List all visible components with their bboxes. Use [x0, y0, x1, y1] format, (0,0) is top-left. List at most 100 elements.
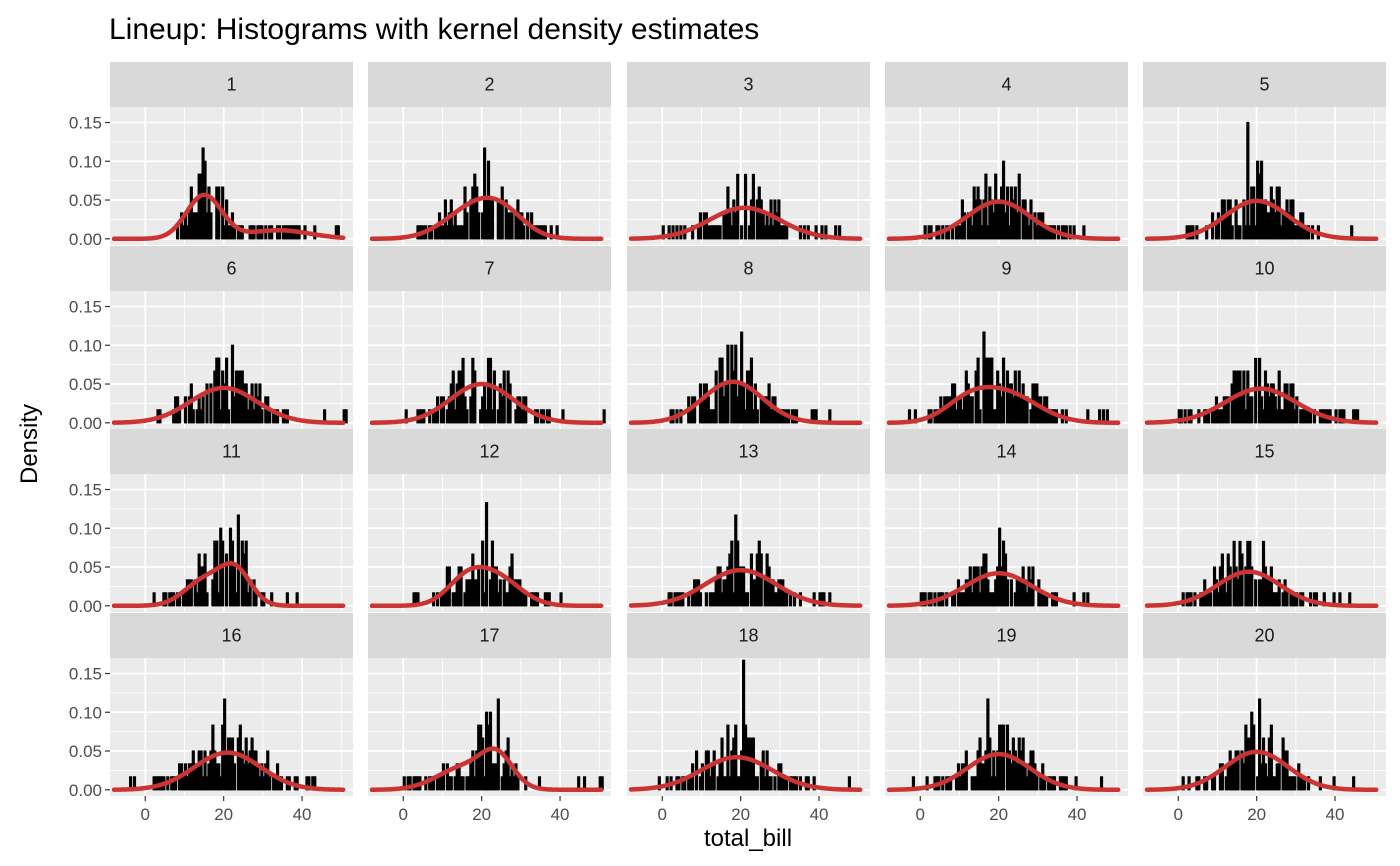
- histogram-bar: [657, 776, 661, 791]
- facet-strip: [627, 429, 870, 474]
- histogram-bar: [785, 592, 789, 607]
- x-tick-label: 0: [916, 805, 925, 824]
- density-curve: [369, 746, 604, 793]
- histogram-bar: [718, 225, 722, 240]
- facet-panel-13: 13: [627, 429, 870, 612]
- histogram-bar: [481, 737, 485, 791]
- histogram-bar: [547, 592, 551, 607]
- histogram-bar: [759, 553, 763, 607]
- histogram-bar: [706, 750, 710, 791]
- histogram-bar: [260, 409, 264, 424]
- y-tick-label: 0.05: [69, 375, 102, 394]
- histogram-bar: [1228, 199, 1232, 240]
- facet-panel-11: 11: [110, 429, 353, 612]
- histogram-bar: [1179, 409, 1183, 424]
- histogram-bar: [1064, 225, 1068, 240]
- histogram-bar: [1238, 225, 1242, 240]
- facet-panel-15: 15: [1143, 429, 1386, 612]
- facet-strip-label: 14: [996, 442, 1016, 462]
- y-tick-label: 0.10: [69, 703, 102, 722]
- density-curve: [369, 195, 604, 242]
- histogram-bar: [925, 776, 929, 791]
- y-tick-label: 0.05: [69, 742, 102, 761]
- facet-strip: [110, 246, 353, 291]
- facet-strip: [885, 62, 1128, 107]
- y-tick-label: 0.15: [69, 298, 102, 317]
- x-tick-label: 0: [399, 805, 408, 824]
- histogram-bar: [1277, 370, 1281, 424]
- facet-panel-19: 19: [885, 613, 1128, 796]
- density-curve: [369, 564, 604, 609]
- histogram-bar: [720, 357, 724, 424]
- chart-title: Lineup: Histograms with kernel density e…: [109, 13, 759, 46]
- facet-strip-label: 17: [479, 626, 499, 646]
- histogram-bar: [496, 698, 500, 791]
- x-tick-label: 0: [1174, 805, 1183, 824]
- y-tick-label: 0.15: [69, 114, 102, 133]
- histogram-bar: [1250, 566, 1254, 607]
- x-tick-label: 20: [472, 805, 491, 824]
- histogram-bar: [820, 225, 824, 240]
- histogram-bar: [704, 592, 708, 607]
- histogram-bar: [970, 396, 974, 424]
- histogram-bar: [1212, 776, 1217, 791]
- facet-strip: [1143, 62, 1386, 107]
- histogram-bar: [502, 370, 506, 424]
- x-tick-label: 20: [731, 805, 750, 824]
- x-tick-label: 20: [989, 805, 1008, 824]
- histogram-bar: [1226, 396, 1230, 424]
- histogram-bar: [1216, 212, 1221, 240]
- histogram-bar: [465, 409, 469, 424]
- density-curve: [886, 199, 1121, 242]
- histogram-bar: [976, 566, 980, 607]
- histogram-bar: [270, 592, 274, 607]
- histogram-bar: [1072, 592, 1076, 607]
- histogram-bar: [992, 750, 996, 791]
- histogram-bar: [667, 225, 671, 240]
- histogram-bar: [1334, 409, 1338, 424]
- histogram-bar: [1250, 396, 1254, 424]
- histogram-bar: [1005, 579, 1010, 607]
- histogram-bar: [268, 776, 272, 791]
- facet-strip: [1143, 246, 1386, 291]
- density-curve: [628, 754, 863, 792]
- histogram-bar: [490, 199, 495, 240]
- x-tick-label: 40: [551, 805, 570, 824]
- histogram-bar: [1242, 199, 1246, 240]
- y-tick-label: 0.00: [69, 230, 102, 249]
- density-curve: [886, 751, 1121, 793]
- histogram-bar: [1001, 724, 1006, 791]
- density-curve: [628, 567, 863, 608]
- histogram-bar: [177, 409, 182, 424]
- facet-panel-17: 17: [368, 613, 611, 796]
- histogram-bar: [1220, 763, 1224, 791]
- histogram-bar: [483, 147, 487, 240]
- histogram-bar: [449, 199, 453, 240]
- facet-panel-6: 6: [110, 246, 353, 429]
- histogram-bar: [812, 776, 816, 791]
- histogram-bar: [1293, 776, 1297, 791]
- facet-panel-20: 20: [1143, 613, 1386, 796]
- histogram-bar: [929, 225, 933, 240]
- histogram-bar: [498, 579, 502, 607]
- y-tick-label: 0.00: [69, 597, 102, 616]
- histogram-bar: [215, 540, 219, 607]
- facet-strip: [627, 246, 870, 291]
- facet-panel-9: 9: [885, 246, 1128, 429]
- histogram-bar: [236, 514, 240, 607]
- histogram-bar: [602, 409, 606, 424]
- y-tick-label: 0.00: [69, 781, 102, 800]
- histogram-bar: [718, 566, 722, 607]
- histogram-bar: [785, 225, 789, 240]
- density-curve: [111, 750, 346, 792]
- facet-panel-5: 5: [1143, 62, 1386, 245]
- histogram-bar: [745, 592, 750, 607]
- histogram-bar: [191, 409, 195, 424]
- histogram-bar: [549, 225, 553, 240]
- histogram-bar: [1307, 776, 1311, 791]
- histogram-bar: [773, 776, 777, 791]
- facet-panel-4: 4: [885, 62, 1128, 245]
- histogram-bar: [279, 776, 284, 791]
